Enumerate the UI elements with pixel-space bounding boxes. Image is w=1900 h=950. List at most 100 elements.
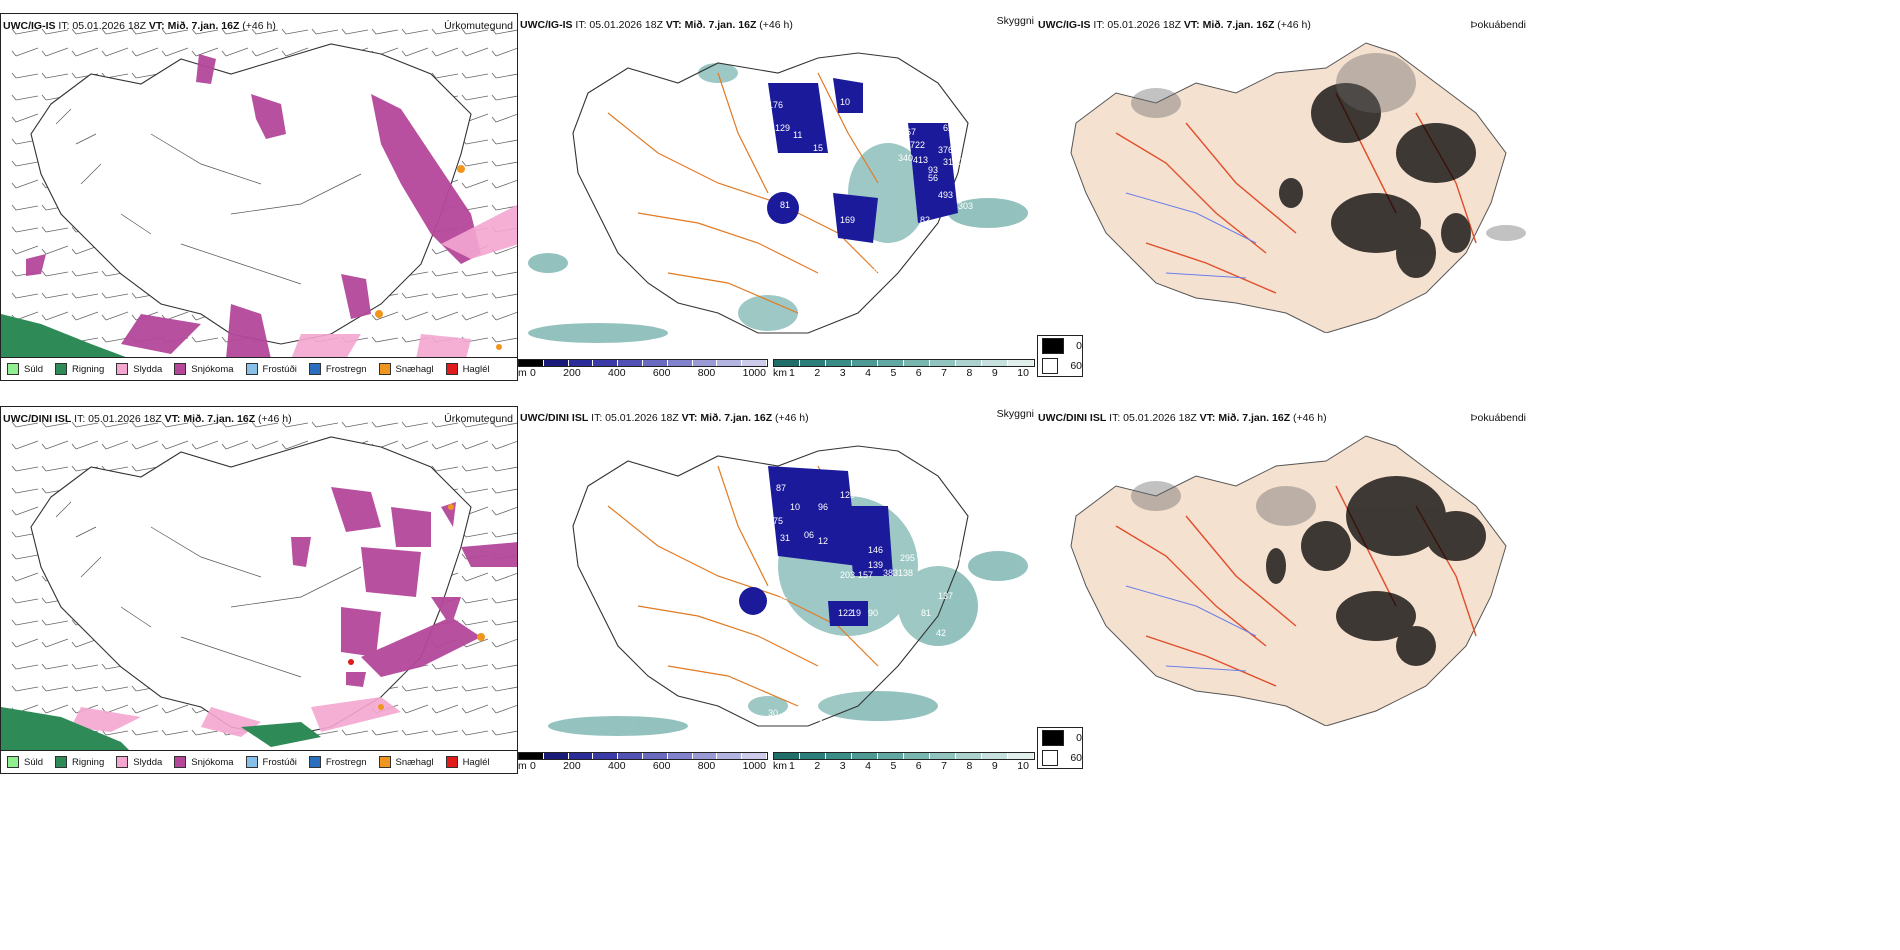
colorbar-segment: [826, 753, 852, 759]
legend-item: Slydda: [116, 756, 162, 768]
legend-swatch: [445, 756, 458, 768]
station-label: 413: [913, 155, 928, 165]
wind-barb: [491, 465, 517, 472]
wind-barb: [71, 421, 99, 428]
wind-barb: [161, 729, 189, 736]
wind-barb: [431, 28, 459, 35]
wind-barb: [401, 421, 429, 428]
wind-barb: [191, 421, 219, 428]
colorbar-tick: 600: [652, 367, 671, 379]
colorbar-segment: [568, 360, 594, 366]
wind-barb: [461, 28, 489, 35]
station-label: 293: [950, 553, 965, 563]
wind-barb: [71, 270, 99, 277]
fog-panel-top: UWC/IG-IS IT: 05.01.2026 18Z VT: Mið. 7.…: [1036, 13, 1530, 333]
legend-item: Snæhagl: [378, 363, 434, 375]
wind-barb: [251, 47, 279, 57]
station-label: 06: [804, 530, 814, 540]
station-label: 122: [838, 608, 853, 618]
panel-header: UWC/IG-IS IT: 05.01.2026 18Z VT: Mið. 7.…: [1038, 19, 1311, 31]
wind-barb: [341, 729, 369, 736]
fog-legend-top: 0 60: [1037, 335, 1083, 377]
wind-barb: [11, 94, 39, 101]
wind-barb: [491, 638, 517, 648]
colorbar-tick: 7: [941, 760, 947, 772]
wind-barb: [11, 663, 39, 670]
wind-barb: [41, 311, 69, 321]
wind-barb: [101, 440, 129, 450]
station-label: 157: [858, 570, 873, 580]
wind-barb: [41, 704, 69, 714]
colorbar-tick: 1000: [742, 760, 766, 772]
colorbar-segment: [982, 360, 1008, 366]
legend-swatch: [445, 363, 458, 375]
wind-barb: [71, 292, 99, 299]
wind-barb: [41, 440, 69, 450]
wind-barb: [371, 311, 399, 321]
legend-swatch: [174, 756, 187, 768]
wind-barb: [131, 704, 159, 714]
colorbar-tick: 3: [839, 367, 846, 379]
wind-barb: [401, 311, 429, 321]
wind-barb: [11, 465, 39, 472]
wind-barb: [221, 440, 249, 450]
station-label: 48: [916, 103, 926, 113]
wind-barb: [11, 226, 39, 233]
colorbar-segment: [717, 753, 743, 759]
colorbar-segment: [519, 753, 544, 759]
precip-type-panel-top: UWC/IG-IS IT: 05.01.2026 18Z VT: Mið. 7.…: [0, 13, 518, 381]
colorbar-tick: 200: [563, 367, 581, 379]
station-label: 376: [938, 145, 953, 155]
station-label: 383: [883, 568, 898, 578]
legend-item: Snæhagl: [378, 756, 434, 768]
wind-barb: [401, 28, 429, 35]
station-label: 340: [898, 153, 913, 163]
wind-barb: [11, 245, 39, 255]
wind-barb: [431, 729, 459, 736]
wind-barb: [401, 440, 429, 450]
fog-legend-item: 60: [1038, 748, 1082, 768]
wind-barb: [491, 47, 517, 57]
wind-barb: [491, 704, 517, 714]
colorbar-segment: [774, 753, 800, 759]
wind-barb: [431, 311, 459, 321]
colorbar-segment: [878, 753, 904, 759]
panel-header: UWC/DINI ISL IT: 05.01.2026 18Z VT: Mið.…: [1038, 412, 1327, 424]
visibility-panel-bottom: UWC/DINI ISL IT: 05.01.2026 18Z VT: Mið.…: [518, 406, 1038, 774]
colorbar-tick: 8: [966, 760, 973, 772]
wind-barb: [191, 729, 219, 736]
colorbar-segment: [930, 360, 956, 366]
station-label: 62: [943, 123, 953, 133]
wind-barb: [491, 113, 517, 123]
station-label: 93: [928, 165, 938, 175]
wind-barb: [41, 619, 69, 626]
wind-barb: [491, 597, 517, 604]
legend-item: Frostúði: [245, 756, 297, 768]
wind-barb: [461, 72, 489, 79]
fog-legend-item: 0: [1038, 728, 1082, 748]
colorbar-tick: 5: [890, 367, 897, 379]
station-label: 15: [813, 143, 823, 153]
station-label: 722: [910, 140, 925, 150]
colorbar-tick: 2: [814, 760, 821, 772]
wind-barb: [281, 440, 309, 450]
wind-barb: [431, 47, 459, 57]
wind-barb: [401, 47, 429, 57]
station-label: 91: [868, 665, 878, 675]
wind-barb: [11, 72, 39, 79]
wind-barb: [101, 47, 129, 57]
wind-barb: [491, 506, 517, 516]
colorbar-segment: [982, 753, 1008, 759]
station-label: 120: [840, 490, 855, 500]
station-label: 204: [928, 526, 943, 536]
wind-barb: [11, 113, 39, 123]
wind-barb: [11, 47, 39, 57]
elevation-colorbar: m 0 200 400 600 800 1000: [518, 752, 768, 774]
panel-header: UWC/IG-IS IT: 05.01.2026 18Z VT: Mið. 7.…: [520, 19, 793, 31]
station-label: 179: [913, 523, 928, 533]
colorbar-segment: [593, 753, 619, 759]
panel-type-title: Skyggni: [996, 408, 1034, 420]
wind-barb: [461, 292, 489, 299]
wind-barb: [161, 421, 189, 428]
